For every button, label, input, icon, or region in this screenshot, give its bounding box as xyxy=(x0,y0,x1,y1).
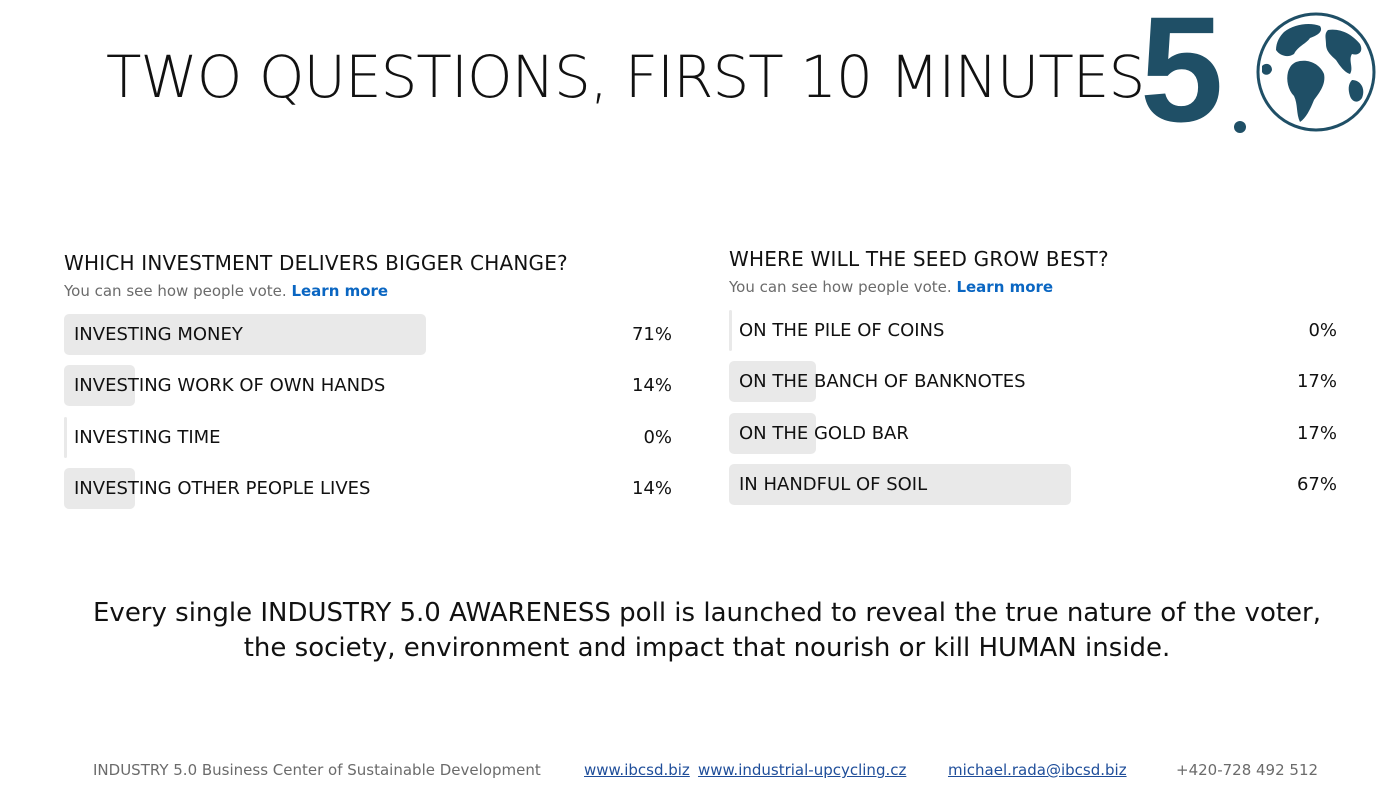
poll-option[interactable]: INVESTING TIME 0% xyxy=(64,416,674,458)
poll-option-bar xyxy=(64,365,135,407)
poll-option-bar xyxy=(64,467,135,509)
statement-line-1: Every single INDUSTRY 5.0 AWARENESS poll… xyxy=(93,598,1321,628)
poll-subtitle-row: You can see how people vote. Learn more xyxy=(729,274,1339,300)
poll-option-label: IN HANDFUL OF SOIL xyxy=(739,473,928,495)
poll-option-percent: 0% xyxy=(643,426,672,448)
logo-dot xyxy=(1234,121,1246,133)
poll-option[interactable]: ON THE PILE OF COINS 0% xyxy=(729,310,1339,351)
poll-subtitle: You can see how people vote. xyxy=(64,282,287,300)
footer-email-link[interactable]: michael.rada@ibcsd.biz xyxy=(948,761,1127,779)
industry-5-logo: 5 xyxy=(1140,0,1384,144)
poll-option-label: INVESTING OTHER PEOPLE LIVES xyxy=(74,477,371,499)
poll-option-percent: 17% xyxy=(1296,371,1337,393)
poll-option[interactable]: INVESTING OTHER PEOPLE LIVES 14% xyxy=(64,467,674,509)
poll-option-label: INVESTING MONEY xyxy=(74,324,243,345)
page-title: TWO QUESTIONS, FIRST 10 MINUTES xyxy=(106,43,1145,111)
poll-option-label: ON THE PILE OF COINS xyxy=(739,320,945,341)
poll-option-bar xyxy=(729,412,816,454)
poll-option-bar xyxy=(729,361,816,403)
poll-option-percent: 14% xyxy=(631,477,672,499)
poll-options: ON THE PILE OF COINS 0% ON THE BANCH OF … xyxy=(729,310,1339,505)
poll-option-bar xyxy=(64,416,67,458)
poll-option-label: ON THE BANCH OF BANKNOTES xyxy=(739,371,1026,393)
poll-option-bar xyxy=(64,314,426,355)
footer-organization: INDUSTRY 5.0 Business Center of Sustaina… xyxy=(93,761,541,779)
poll-question: WHERE WILL THE SEED GROW BEST? xyxy=(729,247,1109,271)
poll-option-percent: 67% xyxy=(1296,473,1337,495)
logo-number: 5 xyxy=(1140,0,1224,153)
footer-website-link-2[interactable]: www.industrial-upcycling.cz xyxy=(698,761,907,779)
poll-investment: WHICH INVESTMENT DELIVERS BIGGER CHANGE?… xyxy=(64,248,674,519)
poll-option[interactable]: ON THE BANCH OF BANKNOTES 17% xyxy=(729,361,1339,403)
poll-seed: WHERE WILL THE SEED GROW BEST? You can s… xyxy=(729,244,1339,515)
poll-option-percent: 0% xyxy=(1308,320,1337,341)
poll-question: WHICH INVESTMENT DELIVERS BIGGER CHANGE? xyxy=(64,251,568,275)
poll-option-bar xyxy=(729,463,1071,505)
poll-option-bar xyxy=(729,310,732,351)
poll-option[interactable]: ON THE GOLD BAR 17% xyxy=(729,412,1339,454)
statement-line-2: the society, environment and impact that… xyxy=(243,633,1171,663)
poll-option-label: INVESTING TIME xyxy=(74,426,221,448)
poll-options: INVESTING MONEY 71% INVESTING WORK OF OW… xyxy=(64,314,674,509)
learn-more-link[interactable]: Learn more xyxy=(291,282,389,300)
poll-option-percent: 14% xyxy=(631,375,672,397)
poll-subtitle-row: You can see how people vote. Learn more xyxy=(64,278,674,304)
globe-icon xyxy=(1256,12,1376,132)
poll-option-percent: 17% xyxy=(1296,422,1337,444)
poll-option[interactable]: INVESTING WORK OF OWN HANDS 14% xyxy=(64,365,674,407)
poll-option-label: INVESTING WORK OF OWN HANDS xyxy=(74,375,386,397)
poll-option[interactable]: INVESTING MONEY 71% xyxy=(64,314,674,355)
awareness-statement: Every single INDUSTRY 5.0 AWARENESS poll… xyxy=(60,596,1354,666)
poll-option-percent: 71% xyxy=(631,324,672,345)
poll-option-label: ON THE GOLD BAR xyxy=(739,422,909,444)
footer-website-link-1[interactable]: www.ibcsd.biz xyxy=(584,761,690,779)
learn-more-link[interactable]: Learn more xyxy=(956,278,1054,296)
poll-option[interactable]: IN HANDFUL OF SOIL 67% xyxy=(729,463,1339,505)
poll-subtitle: You can see how people vote. xyxy=(729,278,952,296)
footer-phone: +420-728 492 512 xyxy=(1176,761,1319,779)
